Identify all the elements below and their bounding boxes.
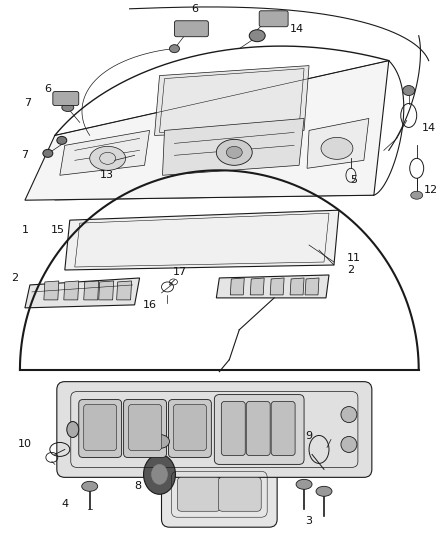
Ellipse shape: [144, 455, 176, 494]
FancyBboxPatch shape: [259, 11, 288, 27]
Text: 2: 2: [347, 265, 354, 275]
Polygon shape: [117, 281, 131, 300]
Ellipse shape: [62, 103, 74, 111]
Text: 11: 11: [347, 253, 361, 263]
FancyBboxPatch shape: [79, 400, 122, 457]
Polygon shape: [305, 278, 319, 295]
Text: 13: 13: [100, 170, 114, 180]
Ellipse shape: [296, 479, 312, 489]
Text: 10: 10: [18, 439, 32, 449]
Polygon shape: [270, 278, 284, 295]
Text: 3: 3: [306, 516, 313, 526]
Text: 7: 7: [25, 98, 32, 108]
FancyBboxPatch shape: [169, 400, 212, 457]
Polygon shape: [216, 275, 329, 298]
Polygon shape: [250, 278, 264, 295]
Ellipse shape: [90, 147, 126, 171]
FancyBboxPatch shape: [177, 478, 220, 511]
Ellipse shape: [216, 140, 252, 165]
Text: 15: 15: [51, 225, 65, 235]
Text: 6: 6: [191, 4, 198, 14]
Ellipse shape: [43, 149, 53, 157]
Polygon shape: [44, 281, 59, 300]
Polygon shape: [290, 278, 304, 295]
Ellipse shape: [67, 422, 79, 438]
Polygon shape: [25, 61, 389, 200]
Text: 9: 9: [305, 432, 313, 441]
FancyBboxPatch shape: [221, 401, 245, 455]
FancyBboxPatch shape: [173, 405, 206, 450]
Ellipse shape: [411, 191, 423, 199]
Polygon shape: [60, 131, 149, 175]
Ellipse shape: [82, 481, 98, 491]
FancyBboxPatch shape: [129, 405, 162, 450]
Ellipse shape: [403, 86, 415, 95]
Text: 4: 4: [61, 499, 68, 509]
FancyBboxPatch shape: [214, 394, 304, 464]
Text: 12: 12: [424, 185, 438, 195]
Polygon shape: [162, 118, 304, 175]
FancyBboxPatch shape: [124, 400, 166, 457]
Text: 6: 6: [44, 84, 51, 94]
Text: 5: 5: [350, 175, 357, 185]
Text: 14: 14: [422, 124, 436, 133]
Polygon shape: [155, 66, 309, 135]
Polygon shape: [307, 118, 369, 168]
Text: 16: 16: [142, 300, 156, 310]
Ellipse shape: [149, 434, 170, 448]
Ellipse shape: [152, 464, 167, 484]
Polygon shape: [84, 281, 99, 300]
FancyBboxPatch shape: [174, 21, 208, 37]
Text: 17: 17: [173, 267, 187, 277]
FancyBboxPatch shape: [84, 405, 117, 450]
FancyBboxPatch shape: [162, 462, 277, 527]
Ellipse shape: [226, 147, 242, 158]
FancyBboxPatch shape: [53, 92, 79, 106]
Text: 8: 8: [134, 481, 141, 491]
Text: 7: 7: [21, 150, 28, 160]
Text: 1: 1: [21, 225, 28, 235]
Polygon shape: [99, 281, 113, 300]
Polygon shape: [230, 278, 244, 295]
FancyBboxPatch shape: [57, 382, 372, 478]
Ellipse shape: [170, 45, 180, 53]
Text: 14: 14: [290, 24, 304, 34]
FancyBboxPatch shape: [218, 478, 261, 511]
Ellipse shape: [316, 486, 332, 496]
FancyBboxPatch shape: [271, 401, 295, 455]
FancyBboxPatch shape: [246, 401, 270, 455]
Ellipse shape: [249, 30, 265, 42]
Ellipse shape: [321, 138, 353, 159]
Ellipse shape: [57, 136, 67, 144]
Polygon shape: [25, 278, 140, 308]
Ellipse shape: [341, 407, 357, 423]
Polygon shape: [64, 281, 79, 300]
Text: 2: 2: [11, 273, 18, 283]
Polygon shape: [65, 210, 339, 270]
Ellipse shape: [341, 437, 357, 453]
